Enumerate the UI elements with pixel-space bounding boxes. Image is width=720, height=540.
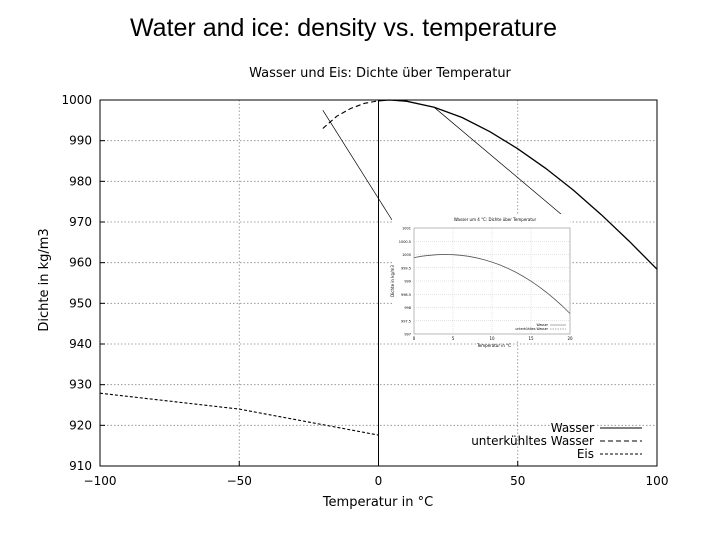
x-tick-label: 0 xyxy=(375,474,383,488)
inset-x-label: Temperatur in °C xyxy=(476,343,511,348)
inset-x-tick-label: 10 xyxy=(489,336,495,341)
inset-chart: Wasser um 4 °C: Dichte über Temperatur 0 5… xyxy=(390,214,573,348)
inset-background xyxy=(392,214,570,340)
legend-label: Wasser xyxy=(551,421,594,435)
legend-label: Eis xyxy=(577,447,594,461)
y-tick-label: 940 xyxy=(69,337,92,351)
inset-y-tick-label: 1001 xyxy=(402,227,411,231)
inset-y-tick-label: 997 xyxy=(404,333,411,337)
y-tick-label: 910 xyxy=(69,459,92,473)
inset-x-tick-label: 20 xyxy=(567,336,573,341)
x-tick-label: 100 xyxy=(646,474,669,488)
inset-y-tick-label: 998 xyxy=(404,306,411,310)
inset-x-tick-label: 15 xyxy=(528,336,534,341)
inset-x-tick-label: 5 xyxy=(452,336,455,341)
y-tick-label: 930 xyxy=(69,378,92,392)
y-tick-label: 960 xyxy=(69,256,92,270)
inset-series-wasser xyxy=(413,254,571,314)
y-tick-label: 950 xyxy=(69,296,92,310)
series-eis xyxy=(99,392,379,436)
x-tick-label: −100 xyxy=(84,474,117,488)
inset-y-label: Dichte in kg/m3 xyxy=(390,265,395,297)
inset-y-tick-label: 997.5 xyxy=(401,319,411,323)
series-wasser xyxy=(378,99,658,270)
series-lines xyxy=(99,99,658,436)
inset-y-tick-label: 1000 xyxy=(402,253,411,257)
x-axis-label: Temperatur in °C xyxy=(322,495,433,510)
inset-y-tick-label: 999 xyxy=(404,280,411,284)
inset-y-tick-label: 999.5 xyxy=(401,266,411,270)
x-tick-label: −50 xyxy=(227,474,252,488)
zoom-guide-line xyxy=(322,109,393,221)
slide-title: Water and ice: density vs. temperature xyxy=(130,14,558,42)
y-tick-label: 920 xyxy=(69,418,92,432)
x-tick-label: 50 xyxy=(510,474,525,488)
y-tick-label: 1000 xyxy=(61,93,92,107)
inset-legend-label: Wasser xyxy=(537,323,549,327)
series-unterkühltes-wasser xyxy=(322,100,379,129)
inset-title: Wasser um 4 °C: Dichte über Temperatur xyxy=(454,217,537,222)
y-tick-label: 980 xyxy=(69,174,92,188)
y-tick-label: 970 xyxy=(69,215,92,229)
grid xyxy=(100,99,657,467)
inset-y-tick-label: 1000.5 xyxy=(399,240,411,244)
zoom-guide-line xyxy=(433,107,569,221)
chart-title: Wasser und Eis: Dichte über Temperatur xyxy=(249,66,511,81)
inset-legend-label: unterkühltes Wasser xyxy=(515,327,548,331)
inset-x-tick-label: 0 xyxy=(413,336,416,341)
axis-ticks: −100 −50 0 50 100910920930940950960970980990… xyxy=(61,93,668,488)
plot-frame xyxy=(99,99,658,467)
legend-label: unterkühltes Wasser xyxy=(471,434,594,448)
y-tick-label: 990 xyxy=(69,134,92,148)
y-axis-label: Dichte in kg/m3 xyxy=(37,228,52,331)
inset-y-tick-label: 998.5 xyxy=(401,293,411,297)
